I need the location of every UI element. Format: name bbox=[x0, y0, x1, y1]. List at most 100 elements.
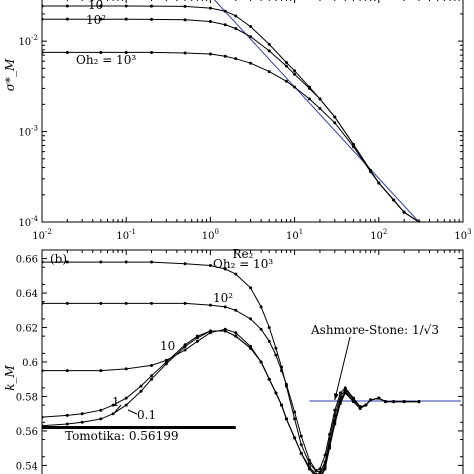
data-point-b bbox=[42, 369, 44, 373]
data-point-b bbox=[392, 400, 396, 404]
ashmore-arrow-shaft bbox=[334, 336, 351, 401]
data-point-b bbox=[259, 360, 263, 364]
x-tick-label-a: 103 bbox=[454, 228, 471, 242]
data-point-b bbox=[183, 348, 187, 352]
x-tick-label-a: 100 bbox=[202, 228, 219, 242]
series-line-b-4 bbox=[42, 330, 419, 474]
data-point-a bbox=[150, 17, 154, 21]
data-point-a bbox=[99, 50, 103, 54]
data-point-b bbox=[267, 326, 271, 330]
data-point-b bbox=[338, 401, 342, 405]
data-point-a bbox=[293, 85, 297, 89]
data-point-b bbox=[195, 336, 199, 340]
data-point-b bbox=[150, 374, 154, 378]
data-point-a bbox=[150, 50, 154, 54]
data-point-b bbox=[343, 391, 347, 395]
data-point-a bbox=[351, 145, 355, 149]
y-tick-label-b: 0.64 bbox=[16, 289, 38, 300]
data-point-b bbox=[267, 339, 271, 343]
data-point-b bbox=[223, 329, 227, 333]
data-point-b bbox=[99, 260, 103, 264]
data-point-a bbox=[65, 4, 69, 8]
data-point-b bbox=[299, 451, 303, 455]
data-point-b bbox=[284, 417, 288, 421]
data-point-b bbox=[65, 301, 69, 305]
data-point-b bbox=[280, 403, 284, 407]
data-point-a bbox=[234, 26, 238, 30]
data-point-b bbox=[65, 422, 69, 426]
data-point-b bbox=[358, 407, 362, 411]
data-point-a bbox=[284, 79, 288, 83]
data-point-b bbox=[280, 369, 284, 373]
data-point-a bbox=[65, 17, 69, 21]
y-tick-label-b: 0.62 bbox=[16, 324, 38, 335]
data-point-b bbox=[259, 305, 263, 309]
data-point-b bbox=[80, 420, 84, 424]
data-point-b bbox=[65, 369, 69, 373]
data-point-b bbox=[307, 462, 311, 466]
data-point-a bbox=[234, 14, 238, 18]
data-point-b bbox=[383, 400, 387, 404]
data-point-b bbox=[223, 267, 227, 271]
data-point-b bbox=[274, 353, 278, 357]
panel-a-chart: 10-2 10-1 100 101 102 103 10-4 10-3 10-2 bbox=[18, 0, 472, 242]
data-point-a bbox=[208, 52, 212, 56]
series-line-b-2 bbox=[42, 328, 419, 474]
data-point-a bbox=[99, 17, 103, 21]
data-point-a bbox=[42, 50, 44, 54]
data-point-a bbox=[333, 121, 337, 125]
data-point-a bbox=[293, 69, 297, 73]
curve-label-oh-10: 10 bbox=[88, 0, 103, 12]
y-tick-label-b: 0.66 bbox=[16, 255, 38, 266]
data-point-b bbox=[124, 260, 128, 264]
data-point-a bbox=[65, 50, 69, 54]
data-point-b bbox=[299, 434, 303, 438]
data-point-b bbox=[369, 398, 373, 402]
data-point-b bbox=[150, 377, 154, 381]
data-point-a bbox=[284, 61, 288, 65]
data-point-b bbox=[124, 367, 128, 371]
data-point-b bbox=[42, 415, 44, 419]
data-point-b bbox=[208, 264, 212, 268]
data-point-b bbox=[249, 286, 253, 290]
data-point-b bbox=[333, 408, 337, 412]
data-point-b bbox=[124, 396, 128, 400]
data-point-a bbox=[223, 54, 227, 58]
data-point-b bbox=[124, 403, 128, 407]
data-point-b bbox=[402, 400, 406, 404]
data-point-b bbox=[333, 422, 337, 426]
y-tick-label-b: 0.6 bbox=[22, 358, 38, 369]
curve-label-b-oh-10: 10 bbox=[160, 339, 175, 353]
data-point-b bbox=[234, 272, 238, 276]
data-point-a bbox=[307, 86, 311, 90]
data-point-a bbox=[267, 70, 271, 74]
series-line-a-0 bbox=[42, 5, 420, 222]
data-point-a bbox=[369, 170, 373, 174]
data-point-b bbox=[42, 260, 44, 264]
x-axis-label-a: Re₂ bbox=[233, 247, 254, 261]
data-point-b bbox=[183, 262, 187, 266]
data-point-b bbox=[99, 301, 103, 305]
data-point-b bbox=[65, 260, 69, 264]
data-point-b bbox=[249, 346, 253, 350]
data-point-b bbox=[364, 403, 368, 407]
curve-label-b-oh-1: 1 bbox=[112, 395, 120, 409]
data-point-b bbox=[338, 391, 342, 395]
data-point-b bbox=[164, 362, 168, 366]
plot-frame-a bbox=[41, 0, 464, 223]
plot-frame-b bbox=[41, 249, 464, 474]
y-axis-label-b: k_M bbox=[3, 365, 17, 391]
data-point-b bbox=[208, 303, 212, 307]
curve-label-b-oh-0.1: 0.1 bbox=[137, 408, 156, 422]
data-point-b bbox=[307, 467, 311, 471]
x-tick-label-a: 10-1 bbox=[116, 228, 136, 242]
series-line-a-1 bbox=[42, 18, 420, 222]
data-point-a bbox=[150, 4, 154, 8]
data-point-a bbox=[223, 23, 227, 27]
data-point-b bbox=[351, 400, 355, 404]
data-point-a bbox=[99, 4, 103, 8]
data-point-b bbox=[42, 301, 44, 305]
data-point-b bbox=[111, 403, 115, 407]
data-point-b bbox=[259, 327, 263, 331]
data-point-b bbox=[293, 417, 297, 421]
